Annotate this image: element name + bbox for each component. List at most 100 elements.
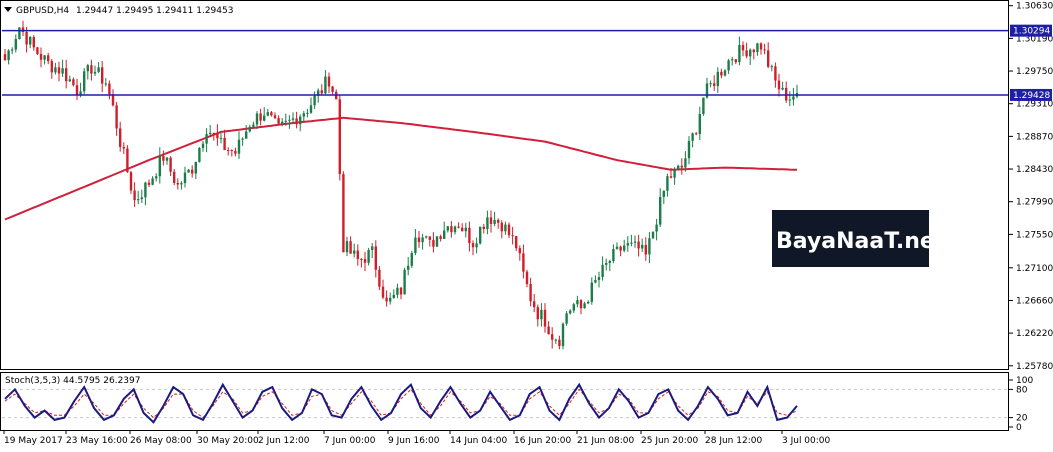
horizontal-levels[interactable]: 1.30294 1.29428 xyxy=(2,24,1052,101)
candle-body xyxy=(518,248,521,254)
price-tick-label: 1.29310 xyxy=(1016,100,1053,110)
candle-body xyxy=(507,224,511,236)
candle-body xyxy=(90,65,93,74)
candle-body xyxy=(284,120,287,122)
price-tick-label: 1.27100 xyxy=(1016,264,1053,274)
candle-body xyxy=(525,271,529,285)
candle-body xyxy=(590,282,593,302)
candle-body xyxy=(468,227,471,244)
candle-body xyxy=(108,83,111,95)
candle-body xyxy=(7,50,10,61)
candle-body xyxy=(529,284,532,302)
candle-body xyxy=(126,148,129,173)
candle-body xyxy=(536,307,539,320)
candle-body xyxy=(75,85,79,95)
candle-body xyxy=(205,134,208,144)
dropdown-triangle-icon[interactable] xyxy=(4,7,12,12)
candle-body xyxy=(158,155,161,177)
candle-body xyxy=(115,105,118,129)
candle-body xyxy=(255,113,259,125)
candle-body xyxy=(515,236,518,249)
candle-body xyxy=(345,241,349,253)
candle-body xyxy=(407,265,410,270)
candle-body xyxy=(493,219,496,225)
candle-body xyxy=(749,49,752,57)
candle-body xyxy=(266,112,269,116)
candle-body xyxy=(651,231,655,239)
candle-body xyxy=(435,236,439,247)
candle-body xyxy=(659,196,662,225)
candle-body xyxy=(745,50,748,57)
time-tick-label: 30 May 20:00 xyxy=(197,436,259,446)
candle-body xyxy=(540,309,543,320)
candle-body xyxy=(374,246,377,270)
candle-body xyxy=(230,150,233,152)
candle-body xyxy=(270,112,273,116)
price-tick-label: 1.26660 xyxy=(1016,296,1053,306)
candle-body xyxy=(306,112,309,114)
candle-body xyxy=(673,169,676,178)
candle-body xyxy=(183,172,187,184)
candle-body xyxy=(353,250,356,254)
candle-body xyxy=(223,137,226,150)
candle-body xyxy=(572,304,575,311)
price-tick-label: 1.28430 xyxy=(1016,165,1053,175)
candle-body xyxy=(187,169,190,173)
candle-body xyxy=(752,49,755,53)
candle-body xyxy=(32,37,35,48)
candle-body xyxy=(461,227,464,232)
candle-body xyxy=(317,90,320,96)
candle-body xyxy=(111,94,115,106)
candle-body xyxy=(723,70,727,76)
price-axis: 1.30630 1.30190 1.29750 1.29310 1.28870 1.284… xyxy=(1008,2,1053,372)
candle-body xyxy=(403,269,406,295)
candle-body xyxy=(302,113,305,117)
candle-body xyxy=(367,249,370,263)
candle-body xyxy=(763,49,766,51)
price-tick-label: 1.30630 xyxy=(1016,2,1053,12)
candle-body xyxy=(770,66,773,68)
candle-body xyxy=(392,294,395,298)
candle-body xyxy=(216,133,219,139)
candle-body xyxy=(774,66,777,81)
candle-body xyxy=(129,172,133,191)
time-tick-label: 16 Jun 20:00 xyxy=(514,436,571,446)
candle-body xyxy=(338,99,341,175)
stochastic-series xyxy=(4,382,798,424)
time-tick-label: 21 Jun 08:00 xyxy=(577,436,634,446)
candle-body xyxy=(147,182,151,185)
level-price-tag xyxy=(1010,88,1052,101)
candle-body xyxy=(396,287,399,295)
candle-body xyxy=(594,279,597,283)
candle-body xyxy=(533,301,536,308)
candle-body xyxy=(684,158,687,168)
candle-body xyxy=(11,49,14,51)
candle-body xyxy=(342,174,345,253)
candle-body xyxy=(277,118,280,124)
moving-average-layer xyxy=(4,116,798,221)
candle-body xyxy=(288,119,291,121)
candle-body xyxy=(219,137,223,139)
candle-body xyxy=(25,31,28,45)
time-tick-label: 9 Jun 16:00 xyxy=(388,436,440,446)
candle-body xyxy=(759,43,763,50)
candle-body xyxy=(601,264,604,278)
candle-body xyxy=(662,190,665,197)
candle-body xyxy=(655,224,658,232)
candle-body xyxy=(273,115,277,119)
candle-body xyxy=(450,226,453,233)
candle-body xyxy=(137,199,140,201)
candle-body xyxy=(705,83,709,98)
candle-body xyxy=(576,300,579,305)
candle-body xyxy=(432,239,435,247)
chart-symbol: GBPUSD,H4 xyxy=(16,6,69,16)
stoch-main-line xyxy=(4,382,798,424)
candle-body xyxy=(756,43,759,53)
candle-body xyxy=(691,133,694,141)
candle-body xyxy=(324,76,327,94)
candle-body xyxy=(360,258,363,260)
price-tick-label: 1.26220 xyxy=(1016,329,1053,339)
candle-body xyxy=(234,150,237,154)
candle-body xyxy=(140,197,143,200)
